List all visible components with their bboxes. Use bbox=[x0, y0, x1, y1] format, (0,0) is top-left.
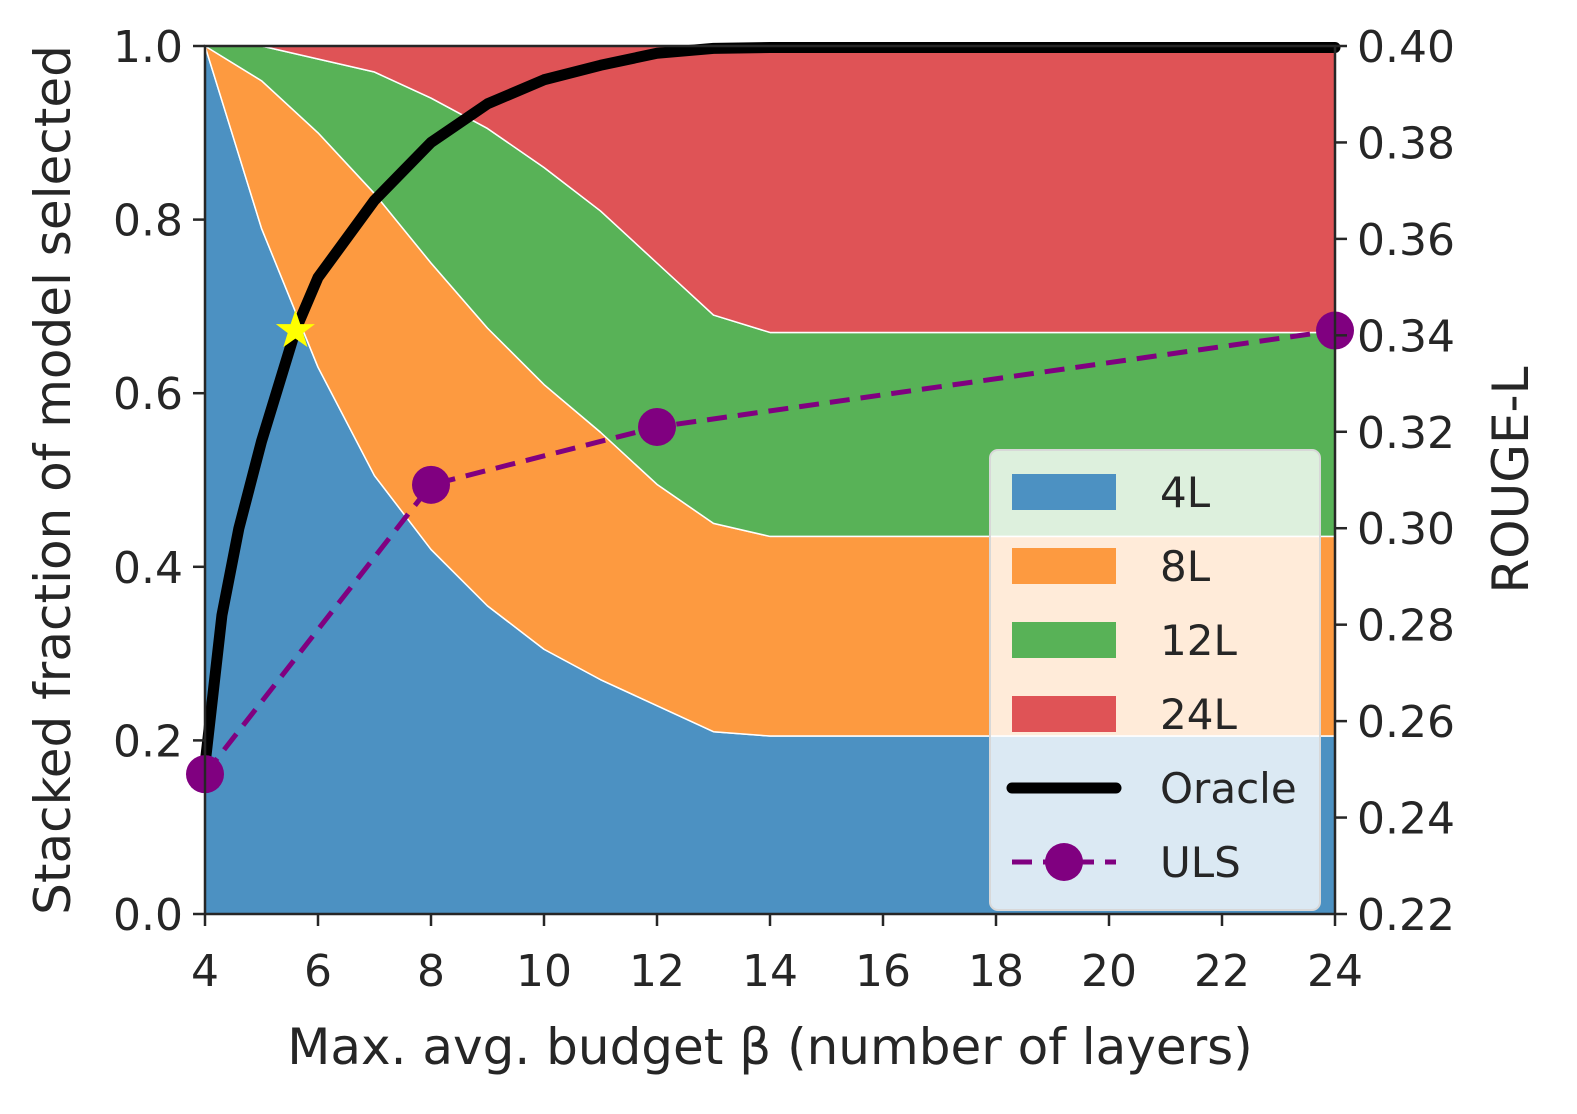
legend-swatch-24L bbox=[1012, 696, 1116, 732]
star-marker bbox=[275, 309, 315, 348]
x-tick-label: 10 bbox=[516, 946, 572, 997]
x-tick-label: 14 bbox=[742, 946, 798, 997]
x-tick-label: 20 bbox=[1081, 946, 1137, 997]
legend-marker-ULS bbox=[1045, 843, 1083, 881]
x-axis-label: Max. avg. budget β (number of layers) bbox=[287, 1018, 1253, 1076]
legend-label-ULS: ULS bbox=[1160, 838, 1241, 887]
y-tick-label: 0.8 bbox=[113, 196, 183, 247]
y-tick-label: 0.4 bbox=[113, 543, 183, 594]
x-tick-label: 12 bbox=[629, 946, 685, 997]
axis-ticks: 4 6 8 10 12 14 16 18 20 22 24 0.0 0.2 0.4 0.6 0.8 1.0 0.2… bbox=[113, 22, 1455, 997]
y-tick-label: 1.0 bbox=[113, 22, 183, 73]
legend-swatch-12L bbox=[1012, 622, 1116, 658]
y-tick-label: 0.2 bbox=[113, 716, 183, 767]
legend-swatch-4L bbox=[1012, 474, 1116, 510]
legend: 4L 8L 12L 24L Oracle ULS bbox=[989, 449, 1321, 911]
legend-label-24L: 24L bbox=[1160, 690, 1237, 739]
y-right-tick-label: 0.38 bbox=[1357, 118, 1455, 169]
y-right-tick-label: 0.36 bbox=[1357, 215, 1455, 266]
line-Oracle bbox=[199, 41, 1341, 771]
y-right-tick-label: 0.26 bbox=[1357, 697, 1455, 748]
x-tick-label: 8 bbox=[417, 946, 445, 997]
x-tick-label: 4 bbox=[191, 946, 219, 997]
marker-ULS bbox=[638, 407, 676, 446]
y-axis-label: Stacked fraction of model selected bbox=[24, 45, 82, 915]
legend-label-8L: 8L bbox=[1160, 542, 1211, 591]
y-right-tick-label: 0.22 bbox=[1357, 890, 1455, 941]
x-tick-label: 6 bbox=[304, 946, 332, 997]
y-right-tick-label: 0.40 bbox=[1357, 22, 1455, 73]
y-right-tick-label: 0.30 bbox=[1357, 504, 1455, 555]
line-ULS bbox=[203, 328, 1336, 776]
legend-swatch-8L bbox=[1012, 548, 1116, 584]
y-tick-label: 0.0 bbox=[113, 890, 183, 941]
y-right-tick-label: 0.28 bbox=[1357, 601, 1455, 652]
legend-label-4L: 4L bbox=[1160, 468, 1211, 517]
x-tick-label: 16 bbox=[855, 946, 911, 997]
y-tick-label: 0.6 bbox=[113, 369, 183, 420]
y-right-tick-label: 0.34 bbox=[1357, 311, 1455, 362]
legend-box bbox=[989, 449, 1321, 911]
y-right-tick-label: 0.32 bbox=[1357, 408, 1455, 459]
x-tick-label: 24 bbox=[1307, 946, 1363, 997]
x-tick-label: 22 bbox=[1194, 946, 1250, 997]
marker-ULS bbox=[412, 465, 450, 504]
y-right-tick-label: 0.24 bbox=[1357, 794, 1455, 845]
y-right-axis-label: ROUGE-L bbox=[1482, 366, 1540, 593]
legend-label-12L: 12L bbox=[1160, 616, 1237, 665]
legend-label-Oracle: Oracle bbox=[1160, 764, 1297, 813]
x-tick-label: 18 bbox=[968, 946, 1024, 997]
